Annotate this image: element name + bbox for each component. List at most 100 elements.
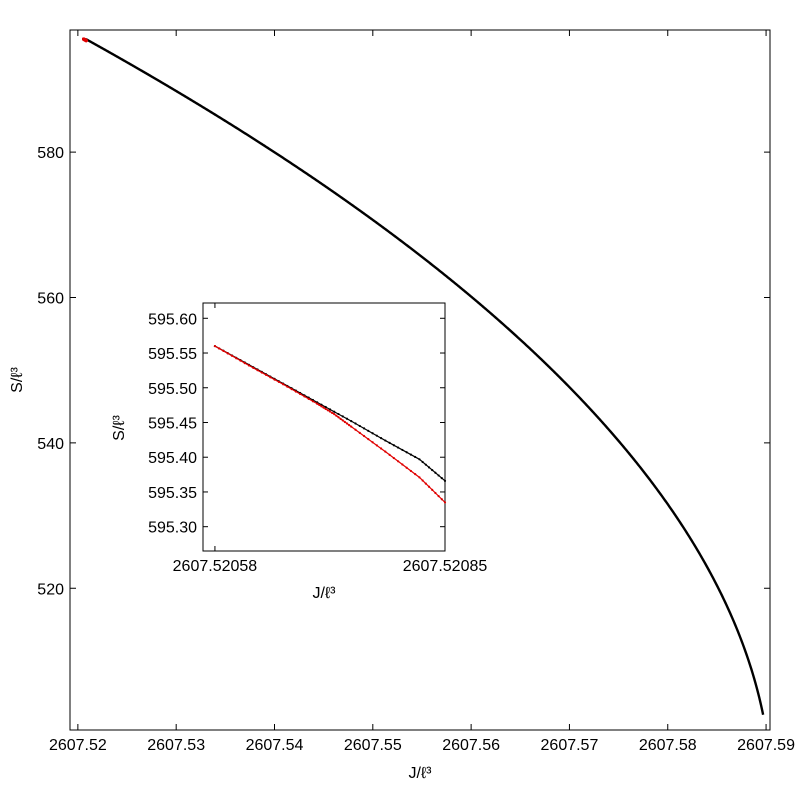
inset-y-tick-label: 595.40 [148,450,197,467]
inset-series-1-point [397,460,400,463]
main-x-tick-label: 2607.53 [147,737,205,754]
main-y-tick-label: 580 [37,145,64,162]
inset-series-0-point [427,466,431,469]
inset-y-tick-label: 595.60 [148,311,197,328]
main-plot-frame [69,29,771,731]
inset-series-1-point [384,450,387,453]
inset-series-1-point [277,380,280,384]
inset-series-0-point [388,441,391,444]
inset-series-1-point [392,456,395,460]
main-plot: 2607.52 2607.53 2607.54 2607.55 2607.56 2607.… [9,29,795,782]
inset-series-0-point [431,468,434,472]
inset-series-0-point [414,455,417,459]
main-y-tick-label: 540 [37,436,64,453]
inset-series-1-point [371,441,374,444]
main-series-1-point [84,39,88,43]
inset-series-1-point [337,416,340,419]
inset-series-0-point [367,429,370,432]
inset-series-0-point [384,439,387,442]
inset-plot: 2607.52058 2607.52085 595.30 595.35 595.40 59… [111,302,487,602]
inset-series-1-point [290,388,293,391]
inset-series-1-point [375,444,378,447]
inset-series-1-point [333,413,336,416]
inset-series-1-point [294,390,297,393]
inset-series-1-point [388,453,391,456]
inset-series-1-point [367,438,370,441]
inset-series-1-point [324,407,327,411]
inset-series-1-point [318,403,321,407]
inset-series-1-point [418,476,421,479]
inset-x-tick-label: 2607.52058 [173,558,258,575]
inset-series-0-point [328,408,332,411]
inset-series-1-point [330,411,334,414]
inset-y-tick-label: 595.30 [148,520,197,537]
inset-series-1-point [269,376,272,379]
main-x-tick-label: 2607.58 [639,737,697,754]
inset-series-0-point [341,415,344,418]
inset-series-0-point [405,451,408,454]
inset-y-tick-label: 595.55 [148,346,197,363]
main-y-tick-label: 560 [37,290,64,307]
inset-series-0-point [320,403,323,406]
inset-series-0-point [421,460,424,464]
inset-series-1-point [443,501,447,504]
inset-x-tick-label: 2607.52085 [403,558,488,575]
main-ticks: 2607.52 2607.53 2607.54 2607.55 2607.56 2607.… [37,30,795,754]
inset-series-1-point [401,463,404,466]
inset-series-1-point [243,361,246,365]
inset-series-1-point [326,409,329,412]
inset-series-1-point [222,349,225,353]
inset-series-1-point [379,447,383,450]
main-x-tick-label: 2607.54 [246,737,304,754]
inset-series-0-point [345,417,349,420]
inset-series-1-point [213,344,217,348]
main-x-tick-label: 2607.59 [737,737,795,754]
inset-series-1-point [303,395,306,398]
inset-series-0-point [354,422,357,425]
main-x-tick-label: 2607.55 [344,737,402,754]
inset-series-0-point [437,474,440,477]
inset-series-0-point [375,434,378,437]
inset-series-0-point [379,437,383,440]
inset-series-1-point [341,419,344,422]
inset-series-0-point [324,405,327,409]
inset-series-1-point [345,422,349,425]
inset-series-0-point [392,444,395,447]
inset-series-0-point [362,427,366,430]
inset-series-1-point [362,434,366,438]
inset-y-tick-label: 595.45 [148,415,197,432]
inset-background [203,303,445,551]
inset-series-1-point [354,428,357,431]
inset-series-1-point [405,466,408,469]
inset-series-1-point [322,406,325,409]
inset-series-0-point [358,424,361,428]
inset-x-axis-label: J/ℓ³ [313,585,337,602]
inset-y-axis-label: S/ℓ³ [111,415,128,441]
inset-series-1-point [286,385,289,388]
inset-series-1-point [328,410,332,413]
inset-series-0-point [350,419,353,423]
inset-series-1-point [299,392,302,396]
main-x-tick-label: 2607.56 [442,737,500,754]
inset-series [213,344,447,504]
inset-plot-frame [202,302,446,552]
inset-series-0-point [333,410,336,413]
main-x-tick-label: 2607.57 [541,737,599,754]
inset-series-0-point [371,432,374,435]
inset-series-0-point [440,477,443,480]
inset-ticks: 2607.52058 2607.52085 595.30 595.35 595.40 59… [148,303,487,575]
inset-series-1-point [437,495,440,498]
inset-series-0-point [418,458,421,461]
main-y-tick-label: 520 [37,581,64,598]
inset-series-1-point [281,383,285,386]
inset-series-1-point [358,431,361,435]
inset-series-0-point [409,453,413,456]
inset-series-1-point [421,479,424,482]
inset-series-1-point [427,485,431,488]
inset-series-1-point [311,400,315,403]
main-x-tick-label: 2607.52 [49,737,107,754]
inset-series-1-point [434,491,437,495]
inset-series-1-point [348,423,351,427]
inset-series-0-point [424,463,427,466]
inset-series-1-point [307,397,310,400]
